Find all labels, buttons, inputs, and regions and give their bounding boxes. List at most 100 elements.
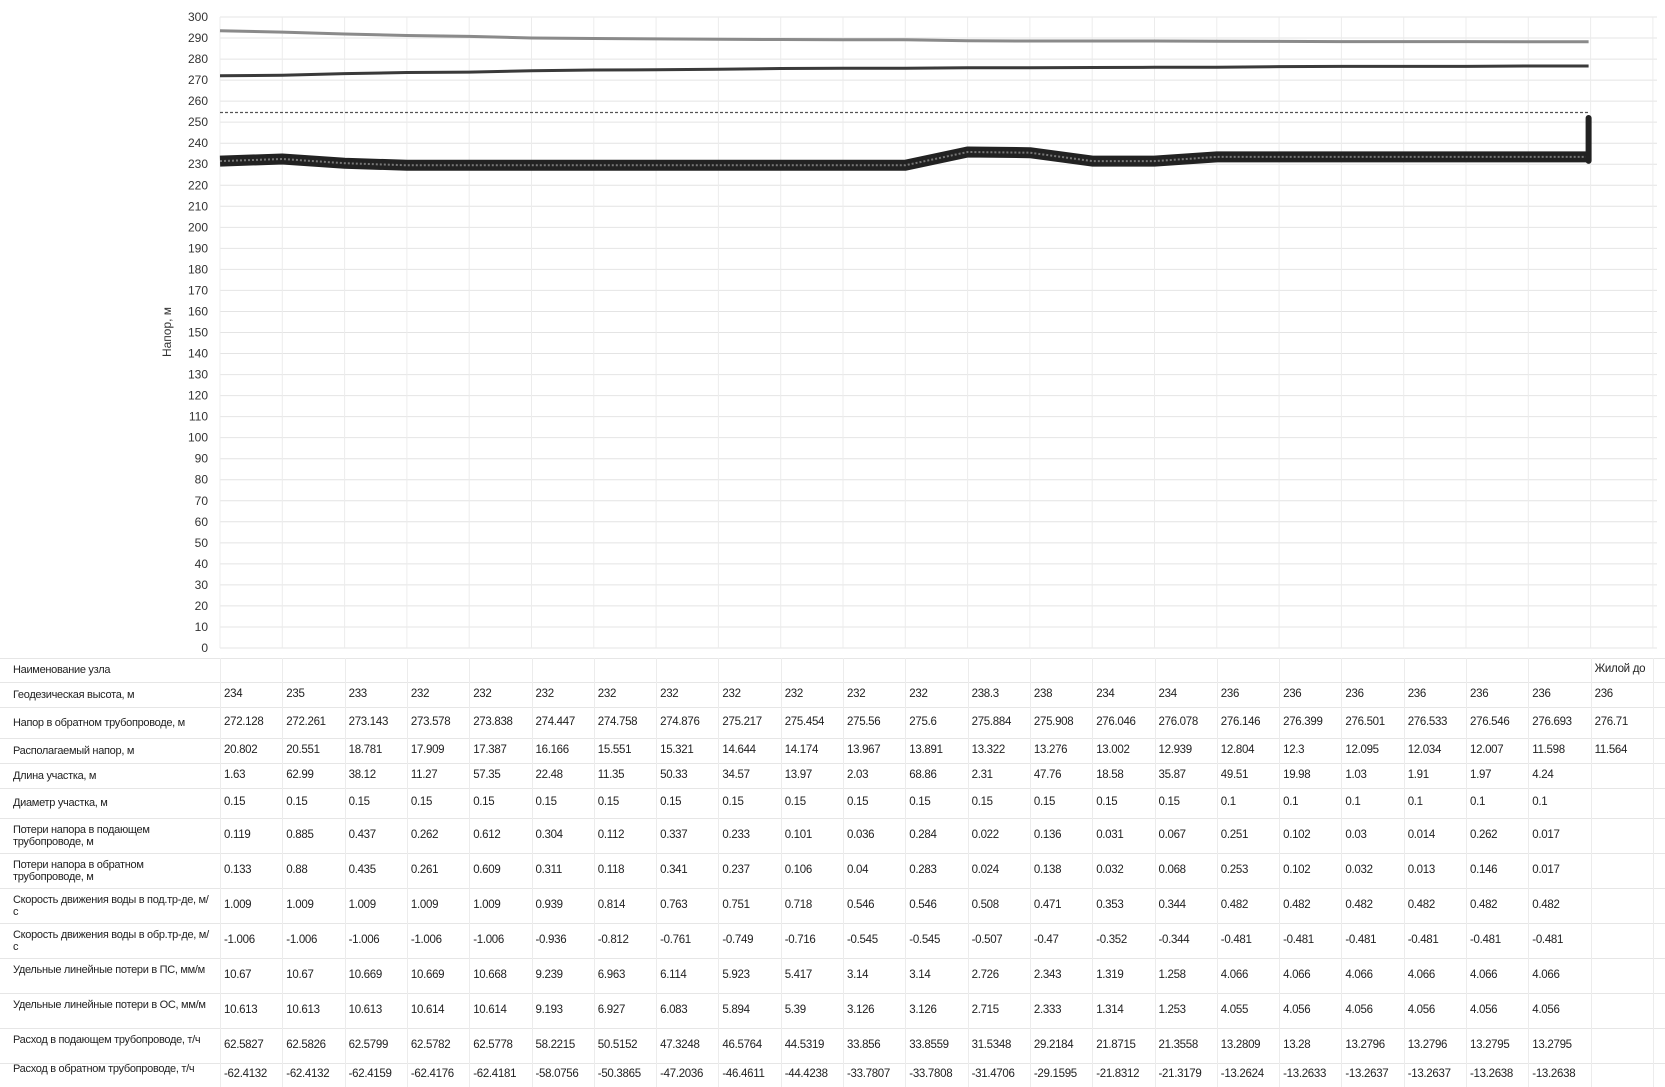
- table-cell: 13.2809: [1220, 1038, 1261, 1051]
- table-cell: -58.0756: [535, 1068, 579, 1080]
- y-tick-label: 270: [188, 73, 208, 87]
- table-column-divider: [905, 658, 907, 1087]
- table-cell: 62.5827: [224, 1038, 264, 1051]
- table-cell: 21.3558: [1158, 1038, 1199, 1051]
- table-cell: 276.501: [1345, 715, 1385, 728]
- table-column-divider: [1216, 658, 1218, 1087]
- table-cell: 2.31: [971, 768, 993, 781]
- table-cell: 232: [473, 687, 492, 700]
- table-cell: 0.435: [348, 863, 377, 876]
- table-cell: 0.482: [1220, 898, 1249, 911]
- table-cell: 4.055: [1220, 1003, 1249, 1016]
- y-tick-label: 190: [188, 241, 208, 255]
- table-cell: 47.76: [1033, 768, 1062, 781]
- table-cell: 13.2796: [1345, 1038, 1385, 1051]
- table-cell: -0.481: [1220, 933, 1252, 946]
- table-row-label: Диаметр участка, м: [13, 797, 108, 809]
- table-row-label: Напор в обратном трубопроводе, м: [13, 716, 185, 729]
- table-cell: 49.51: [1220, 768, 1249, 781]
- table-cell: -1.006: [473, 933, 504, 946]
- table-cell: -0.47: [1033, 933, 1059, 946]
- table-cell: 10.67: [286, 968, 314, 981]
- table-column-divider: [593, 658, 595, 1087]
- y-tick-label: 180: [188, 262, 208, 276]
- table-cell: 0.233: [722, 828, 750, 841]
- table-cell: 21.8715: [1096, 1038, 1136, 1051]
- table-cell: -62.4159: [348, 1068, 392, 1080]
- table-cell: -1.006: [224, 933, 255, 946]
- table-cell: 0.482: [1283, 898, 1311, 911]
- table-cell: 12.804: [1220, 743, 1255, 756]
- table-row-divider: [0, 738, 1665, 739]
- table-cell: 20.802: [224, 743, 258, 756]
- table-cell: 236: [1407, 687, 1427, 700]
- table-cell: 0.311: [535, 863, 563, 876]
- table-cell: 0.1: [1345, 796, 1361, 808]
- y-tick-label: 100: [188, 431, 208, 445]
- table-cell: 0.546: [847, 898, 875, 911]
- table-cell: 273.838: [473, 715, 513, 728]
- table-column-divider: [1092, 658, 1094, 1087]
- table-row-divider: [0, 853, 1665, 854]
- table-cell: 0.118: [597, 863, 625, 876]
- table-cell: 1.319: [1096, 968, 1124, 981]
- table-cell: 0.15: [847, 796, 869, 808]
- table-cell: 275.884: [971, 715, 1012, 728]
- table-cell: 275.908: [1033, 715, 1074, 728]
- table-cell: 0.885: [286, 828, 314, 841]
- table-cell: 50.5152: [597, 1038, 638, 1051]
- table-cell: 272.261: [286, 715, 326, 728]
- table-column-divider: [531, 658, 533, 1087]
- table-cell: 1.009: [410, 898, 439, 911]
- table-row-divider: [0, 763, 1665, 764]
- table-cell: 2.715: [971, 1003, 1000, 1016]
- table-row-label: Наименование узла: [13, 664, 111, 676]
- y-tick-label: 260: [188, 94, 208, 108]
- table-cell: 0.482: [1345, 898, 1373, 911]
- table-row-label: Расход в подающем трубопроводе, т/ч: [13, 1033, 201, 1046]
- y-tick-label: 20: [195, 599, 209, 613]
- table-row-divider: [0, 923, 1665, 924]
- table-cell: 236: [1345, 687, 1364, 700]
- table-cell: 0.939: [535, 898, 564, 911]
- table-cell: 232: [722, 687, 741, 700]
- table-column-divider: [718, 658, 720, 1087]
- table-cell: 13.276: [1033, 743, 1068, 756]
- table-row-label: Расход в обратном трубопроводе, т/ч: [13, 1063, 195, 1075]
- table-cell: 0.1: [1470, 796, 1486, 808]
- table-cell: -47.2036: [660, 1068, 704, 1080]
- table-cell: 0.718: [784, 898, 813, 911]
- table-cell: 10.669: [348, 968, 383, 981]
- table-row-divider: [0, 888, 1665, 889]
- table-cell: 232: [535, 687, 555, 700]
- table-cell: 0.612: [473, 828, 501, 841]
- table-cell: 0.262: [410, 828, 439, 841]
- table-cell: 0.013: [1407, 863, 1436, 876]
- table-cell: 236: [1470, 687, 1489, 700]
- table-column-divider: [344, 658, 346, 1087]
- table-column-divider: [967, 658, 969, 1087]
- table-cell: 9.239: [535, 968, 564, 981]
- table-cell: 13.322: [971, 743, 1006, 756]
- table-column-divider: [282, 658, 284, 1087]
- table-column-divider: [1029, 658, 1031, 1087]
- table-cell: 31.5348: [971, 1038, 1012, 1051]
- table-cell: 276.546: [1470, 715, 1510, 728]
- table-cell: 273.143: [348, 715, 389, 728]
- table-cell: 33.856: [847, 1038, 881, 1051]
- table-cell: 0.032: [1345, 863, 1373, 876]
- table-cell: 3.14: [909, 968, 931, 981]
- table-cell: 62.5778: [473, 1038, 513, 1051]
- y-tick-label: 170: [188, 283, 208, 297]
- table-cell: 46.5764: [722, 1038, 762, 1051]
- table-cell: -0.545: [847, 933, 878, 946]
- table-cell: 11.564: [1594, 743, 1628, 756]
- table-cell: -0.545: [909, 933, 941, 946]
- table-cell: 274.758: [597, 715, 638, 728]
- table-cell: 62.5782: [410, 1038, 451, 1051]
- table-cell: -0.481: [1407, 933, 1439, 946]
- table-cell: 0.15: [784, 796, 806, 808]
- table-cell: 1.009: [348, 898, 377, 911]
- table-cell: 4.066: [1220, 968, 1249, 981]
- table-cell: 33.8559: [909, 1038, 949, 1051]
